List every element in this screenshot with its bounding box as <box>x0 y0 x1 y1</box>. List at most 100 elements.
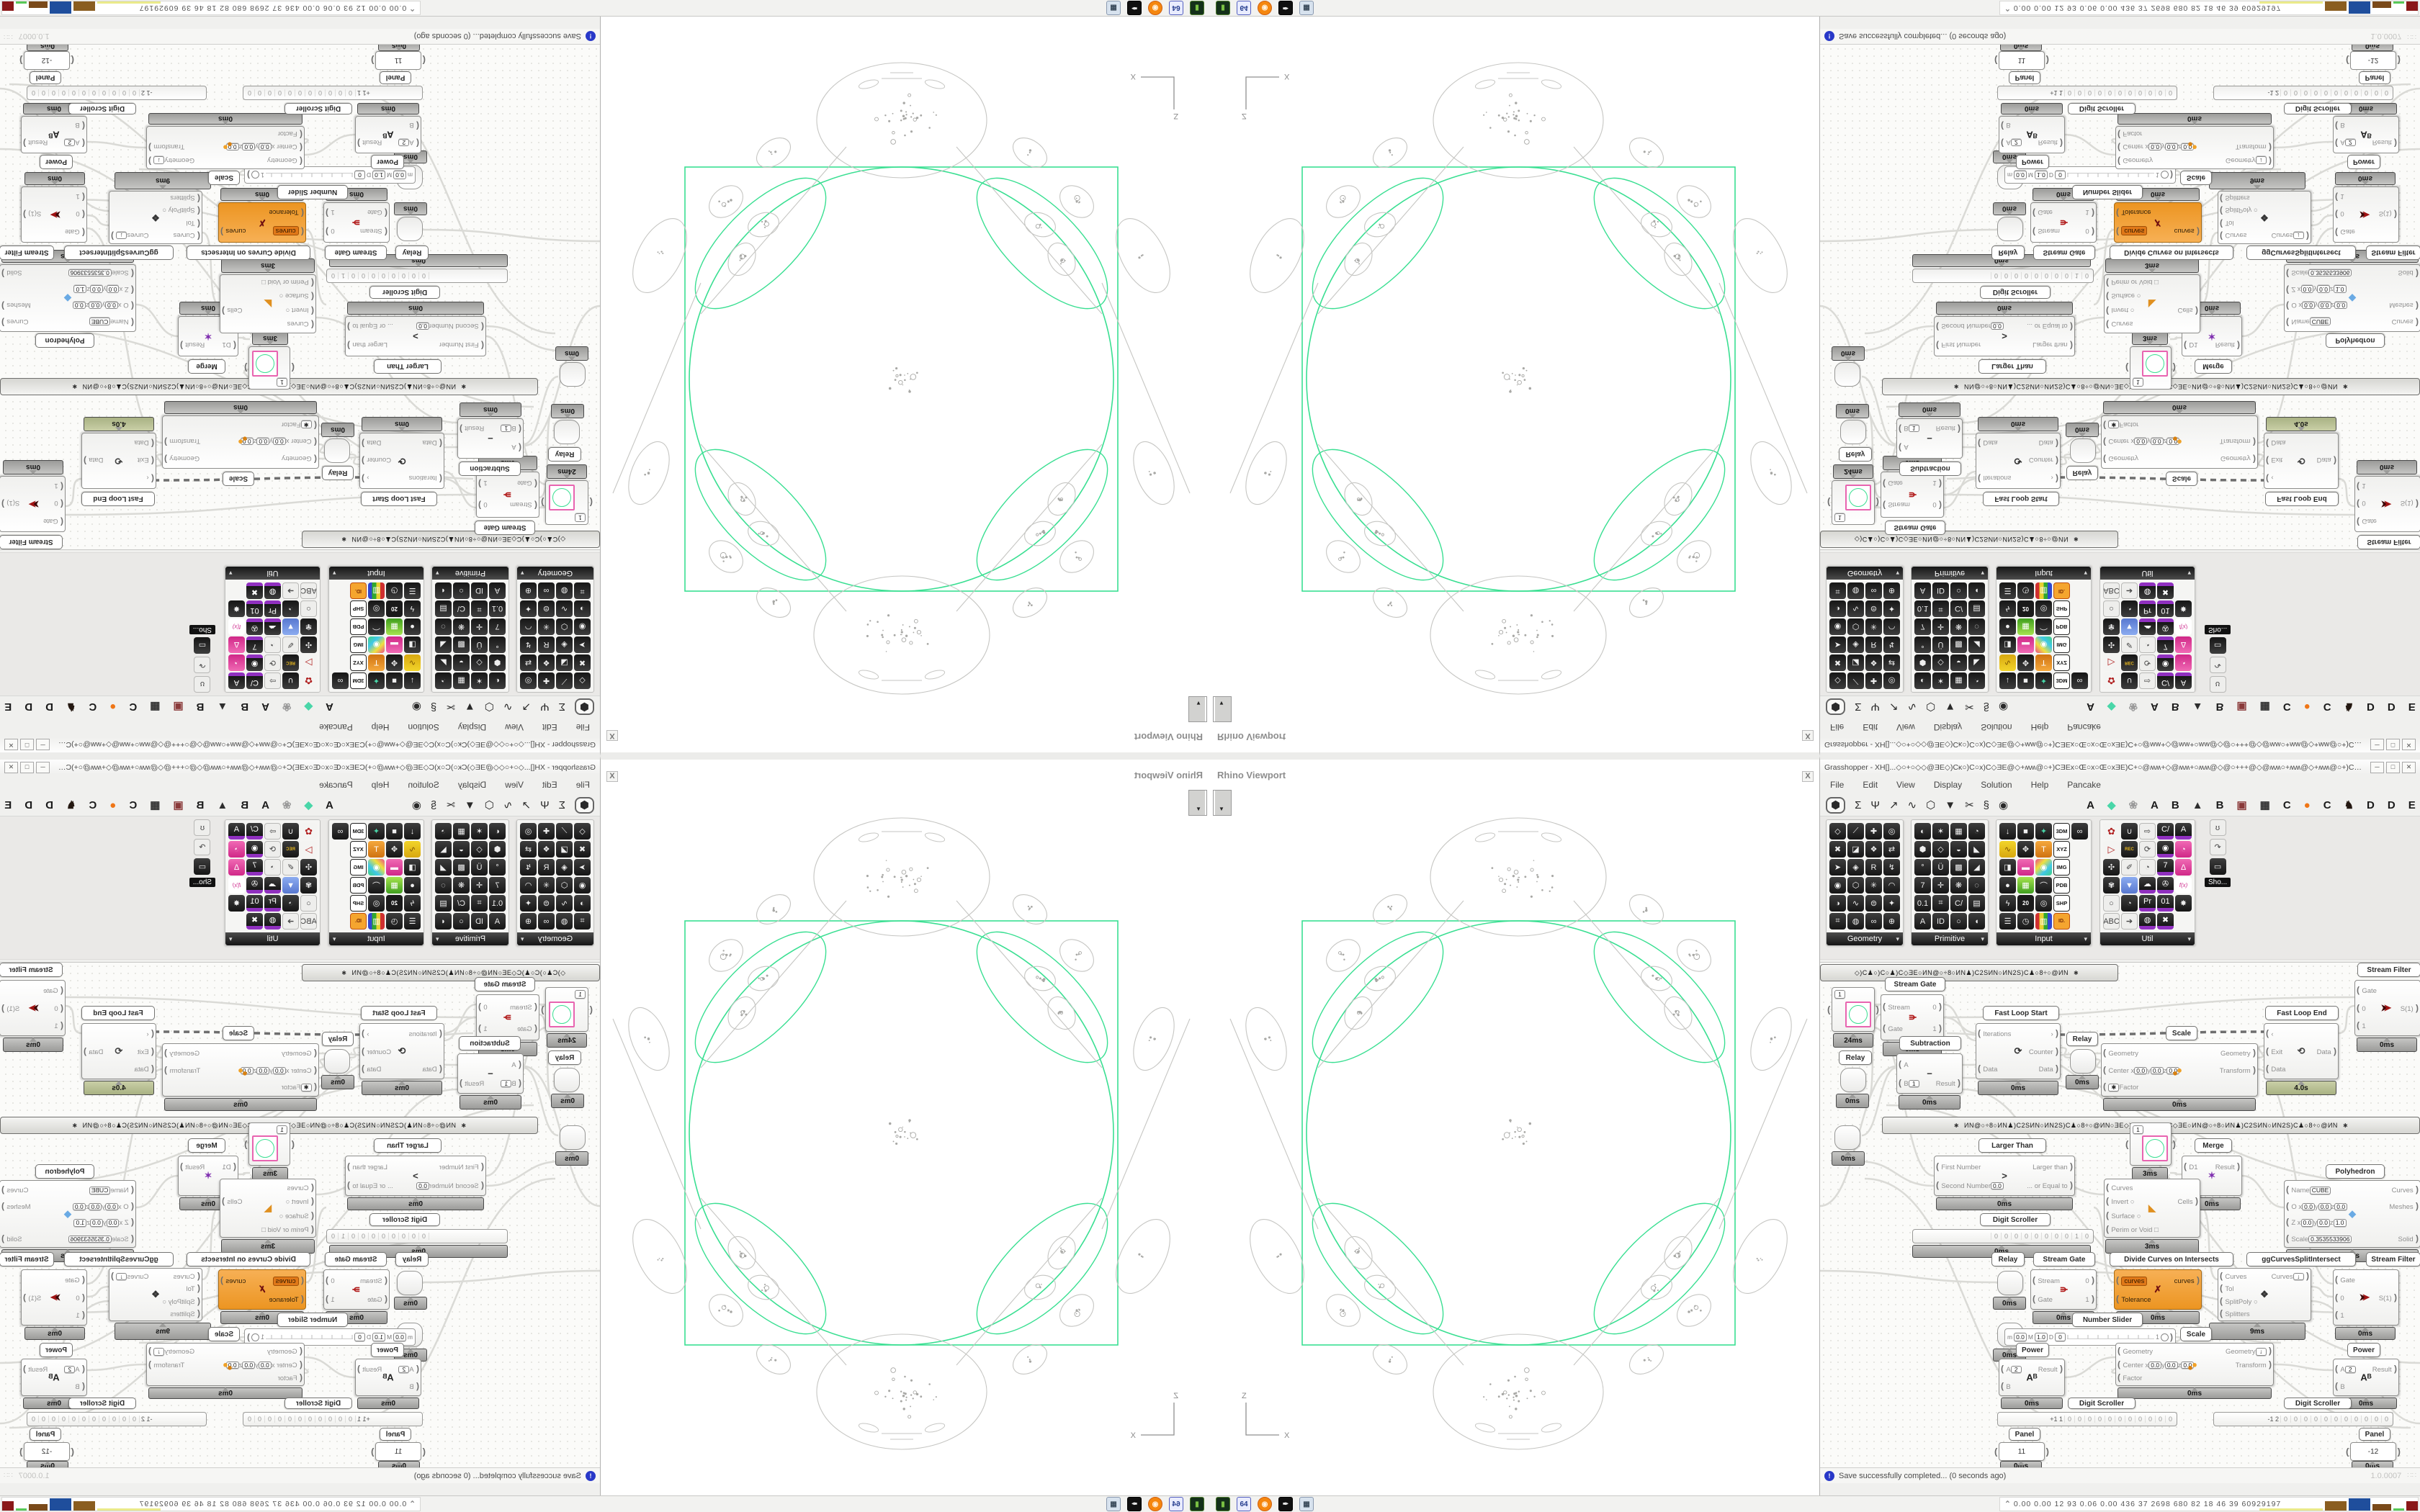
palette-icon[interactable]: ◉ <box>246 841 263 858</box>
window-block[interactable] <box>2 1 14 11</box>
palette-icon[interactable]: T <box>2035 654 2052 671</box>
palette-icon[interactable]: IMG <box>2053 859 2070 876</box>
menu-item-help[interactable]: Help <box>2030 722 2049 732</box>
tab-icon-3[interactable]: ↗ <box>521 701 532 713</box>
palette-icon[interactable]: C/ <box>2157 823 2174 840</box>
value-box[interactable]: 0.0 <box>105 302 118 310</box>
value-box[interactable]: 0.0 <box>256 437 270 446</box>
palette-icon[interactable]: IMG <box>2053 636 2070 653</box>
palette-icon[interactable]: ✦ <box>368 672 385 689</box>
palette-icon[interactable]: 20 <box>386 895 403 912</box>
digit-cell[interactable]: 0 <box>120 1416 130 1423</box>
value-box[interactable]: 2 <box>2344 138 2356 147</box>
palette-icon[interactable]: ◪ <box>1847 654 1864 671</box>
palette-icon[interactable]: ❖ <box>538 654 555 671</box>
value-box[interactable]: 0.0 <box>2317 285 2330 293</box>
gh-component[interactable]: ( Iterations › ) Counter )( Data Data ) ⟳ <box>359 433 444 489</box>
tab-icon-6[interactable]: ▼ <box>464 798 475 811</box>
palette-icon[interactable]: ✖ <box>2157 913 2174 930</box>
digit-cell[interactable]: 0 <box>369 272 379 279</box>
digit-cell[interactable]: 0 <box>328 272 339 279</box>
palette-icon[interactable]: ◇ <box>1932 841 1949 858</box>
input-port[interactable]: ( <box>589 1004 593 1015</box>
maximize-button[interactable]: □ <box>2386 762 2400 773</box>
palette-icon[interactable]: ☁ <box>2139 618 2156 635</box>
digit-cell[interactable]: 0 <box>275 1416 285 1423</box>
value-box[interactable]: 0.0 <box>90 1219 103 1227</box>
tab-plugin-5[interactable]: ▲ <box>2192 798 2203 811</box>
palette-icon[interactable]: ⬢ <box>489 841 506 858</box>
digit-cell[interactable]: 0 <box>2074 89 2084 96</box>
palette-icon[interactable]: ◑ <box>574 895 591 912</box>
palette-icon[interactable]: ↓ <box>404 672 421 689</box>
input-port[interactable]: ( <box>589 497 593 508</box>
palette-icon[interactable]: ⊕ <box>1883 913 1900 930</box>
palette-icon[interactable]: ✐ <box>2121 636 2138 653</box>
palette-icon[interactable]: ▼ <box>282 618 299 635</box>
console-app-icon[interactable]: ▮ <box>1190 1497 1204 1511</box>
maximize-button[interactable]: □ <box>2386 739 2400 750</box>
palette-icon[interactable]: ABC <box>2103 582 2120 599</box>
palette-icon[interactable]: ✛ <box>471 877 488 894</box>
palette-icon[interactable]: ↯ <box>1883 859 1900 876</box>
palette-icon[interactable]: REC <box>2121 654 2138 671</box>
palette-icon[interactable]: ◢ <box>1968 859 1985 876</box>
digit-cell[interactable]: 1 <box>339 1233 349 1240</box>
digit-cell[interactable]: 0 <box>295 89 305 96</box>
palette-icon[interactable]: ⌒ <box>368 877 385 894</box>
palette-icon[interactable]: 01 <box>246 600 263 617</box>
tab-plugin-7[interactable]: ▣ <box>2236 799 2247 811</box>
palette-icon[interactable]: f(x) <box>2175 618 2192 635</box>
palette-icon[interactable]: ◐ <box>489 823 506 840</box>
palette-icon[interactable]: ▼ <box>282 877 299 894</box>
palette-icon[interactable]: ✐ <box>2121 859 2138 876</box>
palette-icon[interactable]: ∿ <box>556 600 573 617</box>
tab-icon-1[interactable]: Σ <box>1855 701 1862 714</box>
tab-icon-7[interactable]: ✂ <box>446 799 455 811</box>
menu-item-solution[interactable]: Solution <box>408 722 439 732</box>
tab-plugin-3[interactable]: A <box>261 701 269 714</box>
viewport-canvas[interactable]: ZX <box>1210 760 1819 1495</box>
tab-icon-3[interactable]: ↗ <box>1888 799 1899 811</box>
menu-item-file[interactable]: File <box>575 722 590 732</box>
palette-icon[interactable]: ✖ <box>246 582 263 599</box>
digit-cell[interactable]: 0 <box>120 89 130 96</box>
console-app-icon[interactable]: ▮ <box>1216 1 1230 15</box>
minimize-button[interactable]: ─ <box>2370 739 2384 750</box>
digit-cell[interactable]: 0 <box>2361 1416 2371 1423</box>
palette-icon[interactable]: ✿ <box>2103 672 2120 689</box>
gh-component[interactable]: ( Iterations › ) Counter )( Data Data ) ⟳ <box>359 1023 444 1079</box>
value-box[interactable]: 0.0 <box>1991 1182 2004 1190</box>
tab-plugin-11[interactable]: C <box>2323 798 2331 811</box>
palette-icon[interactable]: ◔ <box>2139 636 2156 653</box>
palette-icon[interactable]: ◇ <box>1829 672 1846 689</box>
titlebar[interactable]: Grasshopper - XH[]...◇○+○◇◇@ƎE◇)Cĸ○)C○x)… <box>0 760 600 775</box>
palette-icon[interactable]: ◍ <box>556 913 573 930</box>
circle-param-node[interactable]: 1() <box>541 987 593 1032</box>
tab-plugin-11[interactable]: C <box>2323 701 2331 714</box>
digit-cell[interactable]: 0 <box>389 1233 399 1240</box>
digit-cell[interactable]: 0 <box>326 1416 336 1423</box>
digit-cell[interactable]: 0 <box>2105 1416 2115 1423</box>
digit-cell[interactable]: 0 <box>2125 89 2135 96</box>
digit-cell[interactable]: 0 <box>2051 272 2061 279</box>
digit-cell[interactable]: 0 <box>2341 89 2351 96</box>
digit-cell[interactable]: 0 <box>349 1233 359 1240</box>
value-box[interactable]: 0.3535533906 <box>2308 1235 2352 1243</box>
palette-icon[interactable]: 7 <box>2157 859 2174 876</box>
palette-icon[interactable]: Δ <box>228 859 245 876</box>
palette-icon[interactable]: ✳ <box>1865 618 1882 635</box>
digit-cell[interactable]: 0 <box>2381 89 2391 96</box>
palette-icon[interactable]: Δ <box>2175 859 2192 876</box>
palette-icon[interactable]: ↷ <box>194 839 211 855</box>
palette-icon[interactable]: ☁ <box>264 618 281 635</box>
palette-icon[interactable]: ◑ <box>1829 895 1846 912</box>
tab-plugin-1[interactable]: ◆ <box>2107 701 2116 713</box>
palette-icon[interactable]: ◖ <box>435 582 452 599</box>
digit-cell[interactable]: 0 <box>2321 89 2331 96</box>
palette-icon[interactable]: ▦ <box>386 618 403 635</box>
window-block[interactable] <box>2393 1 2404 4</box>
